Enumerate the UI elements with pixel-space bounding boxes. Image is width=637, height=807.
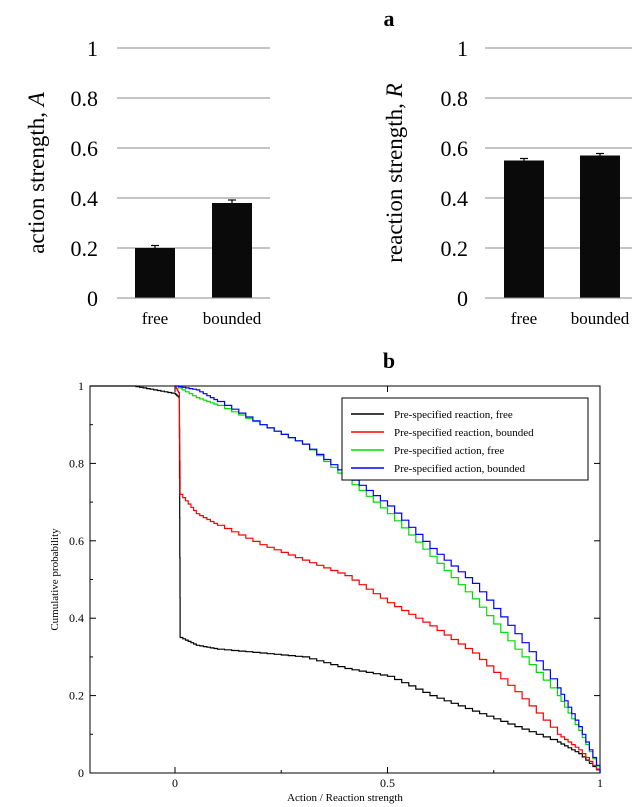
reaction-category-label: free <box>511 309 537 328</box>
x-tick-label: 0.5 <box>380 776 395 790</box>
action-bar-bounded <box>212 203 252 298</box>
y-tick-label: 0.2 <box>69 689 84 703</box>
y-axis-label: Cumulative probability <box>49 528 61 631</box>
y-tick-label: 0.4 <box>69 611 84 625</box>
y-tick-label: 0.8 <box>69 456 84 470</box>
x-tick-label: 0 <box>172 776 178 790</box>
action-y-axis-label: action strength, A <box>24 91 49 254</box>
y-tick-label: 1 <box>78 379 84 393</box>
reaction-bar-bounded <box>580 155 620 298</box>
action-ytick-label: 0.2 <box>71 236 99 261</box>
cumulative-probability-chart: 0 0.2 0.4 0.6 0.8 1 0 0.5 1 Action / Reaction str… <box>49 379 603 804</box>
y-tick-label: 0 <box>78 766 84 780</box>
legend-box <box>341 397 589 481</box>
reaction-ytick-label: 0.8 <box>441 86 469 111</box>
action-ytick-label: 1 <box>87 36 98 61</box>
action-ytick-label: 0.4 <box>71 186 99 211</box>
reaction-ytick-label: 0.2 <box>441 236 469 261</box>
reaction-bar-free <box>504 160 544 298</box>
series-line-1 <box>90 385 601 773</box>
legend-label: Pre-specified reaction, bounded <box>394 427 534 439</box>
action-ytick-label: 0 <box>87 286 98 311</box>
action-category-label: free <box>142 309 168 328</box>
x-axis-label: Action / Reaction strength <box>287 792 403 804</box>
reaction-category-label: bounded <box>571 309 630 328</box>
panel-a-letter: a <box>384 6 395 31</box>
legend-label: Pre-specified action, free <box>394 445 504 457</box>
y-tick-label: 0.6 <box>69 534 84 548</box>
panel-b-letter: b <box>383 348 395 373</box>
action-ytick-label: 0.8 <box>71 86 99 111</box>
reaction-ytick-label: 0.4 <box>441 186 469 211</box>
legend-label: Pre-specified reaction, free <box>394 409 513 421</box>
action-category-label: bounded <box>203 309 262 328</box>
reaction-strength-bar-chart: 0 0.2 0.4 0.6 0.8 1 reaction strength, R free bo… <box>382 36 632 328</box>
series-line-3 <box>175 385 601 773</box>
legend-label: Pre-specified action, bounded <box>394 463 526 475</box>
reaction-ytick-label: 1 <box>457 36 468 61</box>
reaction-y-axis-label: reaction strength, R <box>382 83 407 262</box>
reaction-ytick-label: 0 <box>457 286 468 311</box>
action-bar-free <box>135 248 175 298</box>
action-strength-bar-chart: 0 0.2 0.4 0.6 0.8 1 action strength, A free boun… <box>24 36 270 328</box>
series-line-4 <box>175 385 601 773</box>
reaction-ytick-label: 0.6 <box>441 136 469 161</box>
action-ytick-label: 0.6 <box>71 136 99 161</box>
x-tick-label: 1 <box>597 776 603 790</box>
series-line-2 <box>175 385 601 773</box>
